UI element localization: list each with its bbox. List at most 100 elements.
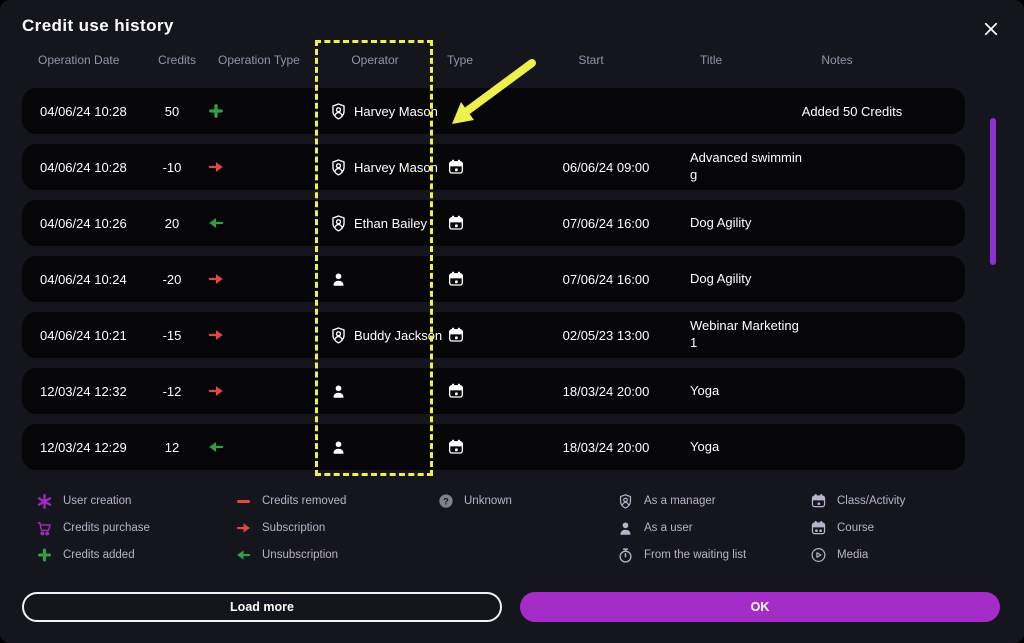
cell-operator-name: Harvey Mason: [354, 159, 438, 175]
subscription-icon: [235, 519, 252, 537]
cell-start: 07/06/24 16:00: [562, 215, 650, 231]
cell-operation-date: 04/06/24 10:26: [40, 215, 127, 231]
legend-item: Course: [810, 519, 905, 537]
class-activity-icon: [446, 144, 466, 190]
column-header-notes: Notes: [821, 53, 853, 67]
class-activity-icon: [446, 200, 466, 246]
table-body: 04/06/24 10:28 50 Harvey Mason Added 50 …: [22, 88, 965, 480]
column-header-operation-type: Operation Type: [218, 53, 300, 67]
user-creation-icon: [36, 493, 53, 510]
cell-operation-date: 04/06/24 10:24: [40, 271, 127, 287]
legend-item: Subscription: [235, 519, 346, 537]
cell-credits: -15: [162, 327, 182, 343]
unsubscription-icon: [201, 424, 231, 470]
cell-credits: -12: [162, 383, 182, 399]
scrollbar-thumb[interactable]: [990, 118, 996, 265]
as-manager-icon: [328, 88, 348, 134]
cell-start: 06/06/24 09:00: [562, 159, 650, 175]
as-manager-icon: [328, 200, 348, 246]
column-header-start: Start: [578, 53, 604, 67]
legend-item-label: Media: [837, 549, 869, 561]
legend-group: Credits removed Subscription Unsubscript…: [235, 492, 346, 564]
course-icon: [810, 519, 827, 537]
booking-type-icon: [446, 88, 466, 134]
subscription-icon: [201, 368, 231, 414]
legend-group: User creation Credits purchase Credits a…: [36, 492, 150, 564]
legend-item: As a manager: [617, 492, 746, 510]
cell-operation-date: 04/06/24 10:28: [40, 159, 127, 175]
as-manager-icon: [617, 492, 634, 511]
legend-item: From the waiting list: [617, 546, 746, 564]
class-activity-icon: [446, 312, 466, 358]
legend-item-label: Unsubscription: [262, 549, 339, 561]
cell-notes: [762, 312, 942, 358]
legend-item: Class/Activity: [810, 492, 905, 510]
legend-item: Unsubscription: [235, 546, 346, 564]
table-row: 12/03/24 12:32 -12 18/03/24 20:00 Yoga: [22, 368, 965, 414]
unknown-icon: ?: [437, 493, 454, 509]
credits-purchase-icon: [36, 520, 53, 537]
cell-credits: -20: [162, 271, 182, 287]
as-user-icon: [328, 368, 348, 414]
load-more-button[interactable]: Load more: [22, 592, 502, 622]
cell-notes: [762, 256, 942, 302]
table-row: 04/06/24 10:26 20 Ethan Bailey 07/06/24 …: [22, 200, 965, 246]
legend: User creation Credits purchase Credits a…: [0, 492, 1024, 580]
class-activity-icon: [446, 256, 466, 302]
cell-title: Yoga: [690, 382, 720, 398]
legend-group: Class/Activity Course Media: [810, 492, 905, 564]
subscription-icon: [201, 256, 231, 302]
legend-item-label: Unknown: [464, 495, 512, 507]
column-header-operation-date: Operation Date: [38, 53, 120, 67]
as-user-icon: [328, 424, 348, 470]
column-header-type: Type: [446, 53, 473, 67]
cell-operator-name: Harvey Mason: [354, 103, 438, 119]
cell-notes: [762, 200, 942, 246]
column-header-title: Title: [700, 53, 723, 67]
subscription-icon: [201, 144, 231, 190]
legend-item: As a user: [617, 519, 746, 537]
credits-added-icon: [36, 546, 53, 564]
class-activity-icon: [810, 492, 827, 510]
as-manager-icon: [328, 312, 348, 358]
cell-start: 02/05/23 13:00: [562, 327, 650, 343]
cell-title: Dog Agility: [690, 214, 752, 230]
close-icon[interactable]: [982, 20, 1000, 38]
cell-title: Webinar Marketing 1: [690, 318, 799, 350]
cell-start: [522, 88, 690, 134]
legend-item: User creation: [36, 492, 150, 510]
legend-item: Credits added: [36, 546, 150, 564]
credits-removed-icon: [235, 493, 252, 510]
cell-operator-name: Ethan Bailey: [354, 215, 427, 231]
cell-operator-name: Buddy Jackson: [354, 327, 443, 343]
cell-notes: [762, 144, 942, 190]
legend-item-label: Subscription: [262, 522, 326, 534]
legend-item-label: Credits added: [63, 549, 135, 561]
cell-credits: 12: [164, 439, 180, 455]
legend-item-label: Course: [837, 522, 875, 534]
class-activity-icon: [446, 368, 466, 414]
as-user-icon: [328, 256, 348, 302]
column-header-operator: Operator: [351, 53, 399, 67]
table-row: 04/06/24 10:28 -10 Harvey Mason 06/06/24…: [22, 144, 965, 190]
cell-title: Dog Agility: [690, 270, 752, 286]
table-row: 04/06/24 10:21 -15 Buddy Jackson 02/05/2…: [22, 312, 965, 358]
cell-credits: -10: [162, 159, 182, 175]
legend-group: ? Unknown: [437, 492, 512, 510]
legend-item-label: As a user: [644, 522, 693, 534]
cell-credits: 50: [164, 103, 180, 119]
svg-text:?: ?: [443, 496, 449, 506]
cell-operation-date: 12/03/24 12:29: [40, 439, 127, 455]
cell-operation-date: 04/06/24 10:21: [40, 327, 127, 343]
legend-item-label: User creation: [63, 495, 132, 507]
cell-title: Yoga: [690, 438, 720, 454]
legend-item-label: From the waiting list: [644, 549, 747, 561]
ok-button[interactable]: OK: [520, 592, 1000, 622]
unsubscription-icon: [235, 546, 252, 564]
cell-start: 07/06/24 16:00: [562, 271, 650, 287]
media-icon: [810, 546, 827, 564]
column-header-credits: Credits: [157, 53, 196, 67]
unsubscription-icon: [201, 200, 231, 246]
as-manager-icon: [328, 144, 348, 190]
